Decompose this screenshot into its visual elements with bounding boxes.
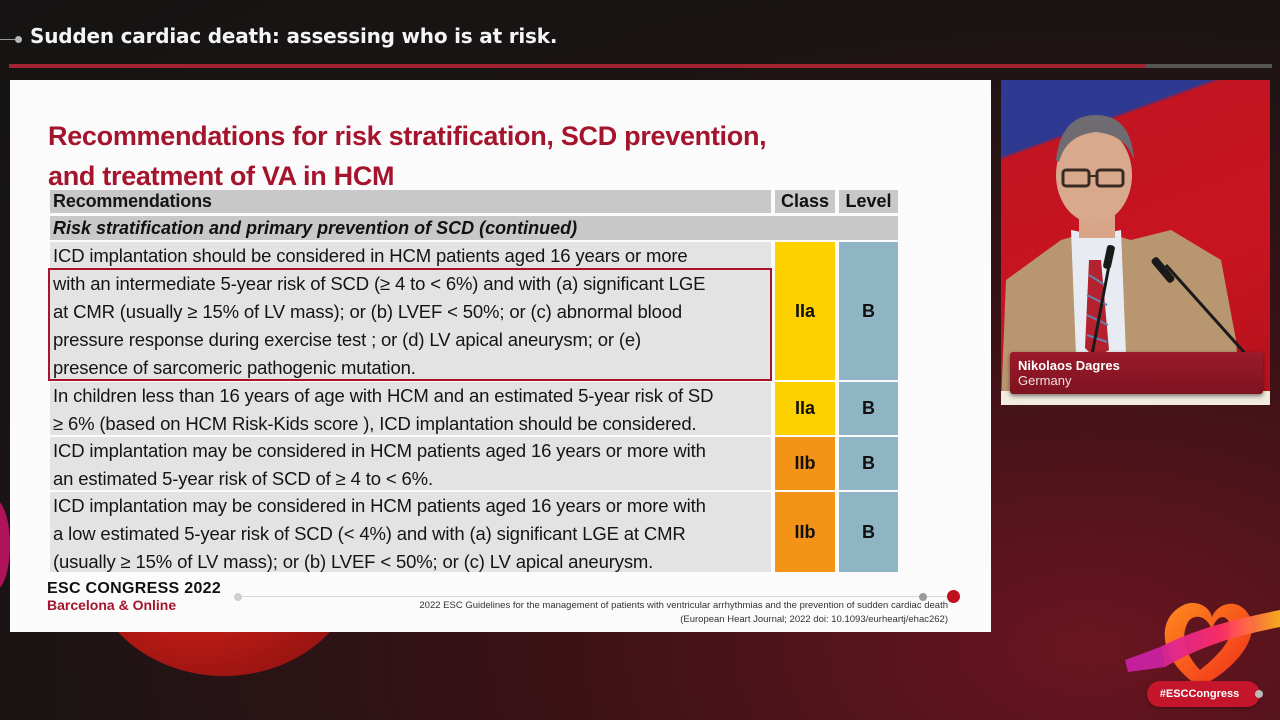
slide-title: Recommendations for risk stratification,… [48, 116, 848, 196]
level-badge: B [839, 437, 898, 490]
timeline-connector [0, 39, 15, 40]
text-line: ≥ 6% (based on HCM Risk-Kids score ), IC… [53, 413, 697, 434]
table-header-row: Recommendations Class Level [50, 190, 898, 213]
citation-line-2: (European Heart Journal; 2022 doi: 10.10… [680, 614, 948, 625]
speaker-nameplate: Nikolaos Dagres Germany [1010, 352, 1263, 394]
presentation-slide: Recommendations for risk stratification,… [10, 80, 991, 632]
hashtag-dot-icon [1255, 690, 1263, 698]
hashtag-badge: #ESCCongress [1147, 681, 1260, 707]
text-line: an estimated 5-year risk of SCD of ≥ 4 t… [53, 468, 433, 489]
level-badge: B [839, 492, 898, 572]
recommendation-text: In children less than 16 years of age wi… [50, 382, 771, 435]
table-row: In children less than 16 years of age wi… [50, 382, 898, 435]
timeline-dot-icon [15, 36, 22, 43]
text-line: (usually ≥ 15% of LV mass); or (b) LVEF … [53, 551, 654, 572]
class-badge: IIa [775, 382, 835, 435]
table-row: ICD implantation may be considered in HC… [50, 492, 898, 572]
table-row: ICD implantation should be considered in… [50, 242, 898, 380]
text-line: ICD implantation should be considered in… [53, 245, 688, 266]
citation-line-1: 2022 ESC Guidelines for the management o… [419, 600, 948, 611]
table-row: ICD implantation may be considered in HC… [50, 437, 898, 490]
class-badge: IIb [775, 492, 835, 572]
session-header: Sudden cardiac death: assessing who is a… [0, 0, 1280, 70]
slide-progress-end-dot-icon [947, 590, 960, 603]
guideline-citation: 2022 ESC Guidelines for the management o… [419, 599, 948, 627]
recommendation-text: ICD implantation should be considered in… [50, 242, 771, 380]
speaker-country: Germany [1018, 373, 1072, 388]
speaker-video: Nikolaos Dagres Germany [1001, 80, 1270, 405]
header-recommendations: Recommendations [50, 190, 771, 213]
logo-subtitle: Barcelona & Online [47, 597, 177, 613]
text-line: pressure response during exercise test ;… [53, 329, 642, 350]
header-class: Class [775, 190, 835, 213]
level-badge: B [839, 382, 898, 435]
slide-title-line-2: and treatment of VA in HCM [48, 161, 395, 191]
text-line: ICD implantation may be considered in HC… [53, 495, 706, 516]
session-progress-bar [9, 64, 1272, 68]
text-line: In children less than 16 years of age wi… [53, 385, 714, 406]
video-bottom-strip [1001, 391, 1270, 405]
level-badge: B [839, 242, 898, 380]
slide-progress-start-dot-icon [234, 593, 242, 601]
recommendation-text: ICD implantation may be considered in HC… [50, 437, 771, 490]
text-line: with an intermediate 5-year risk of SCD … [53, 273, 706, 294]
esc-congress-logo: ESC CONGRESS 2022 Barcelona & Online [47, 580, 221, 613]
class-badge: IIb [775, 437, 835, 490]
header-level: Level [839, 190, 898, 213]
recommendation-text: ICD implantation may be considered in HC… [50, 492, 771, 572]
speaker-name: Nikolaos Dagres [1018, 358, 1120, 373]
text-line: a low estimated 5-year risk of SCD (< 4%… [53, 523, 686, 544]
slide-title-line-1: Recommendations for risk stratification,… [48, 121, 767, 151]
class-badge: IIa [775, 242, 835, 380]
slide-progress-dot-icon [919, 593, 927, 601]
session-title: Sudden cardiac death: assessing who is a… [30, 24, 558, 48]
esc-heart-logo-icon [1125, 602, 1280, 687]
session-progress-fill [9, 64, 1146, 68]
table-section-header: Risk stratification and primary preventi… [50, 216, 898, 240]
text-line: presence of sarcomeric pathogenic mutati… [53, 357, 416, 378]
text-line: at CMR (usually ≥ 15% of LV mass); or (b… [53, 301, 682, 322]
decorative-pink-shape [0, 500, 10, 590]
logo-title: ESC CONGRESS 2022 [47, 580, 222, 597]
text-line: ICD implantation may be considered in HC… [53, 440, 706, 461]
slide-progress-line [238, 596, 954, 597]
